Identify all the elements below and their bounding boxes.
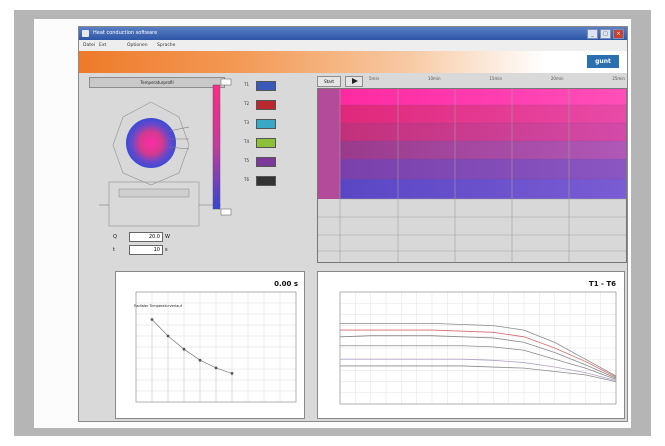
radial-point bbox=[198, 358, 202, 362]
series-line-t5 bbox=[340, 358, 617, 381]
play-button[interactable] bbox=[345, 76, 363, 87]
plot-right-frame bbox=[339, 291, 617, 405]
menu-ext[interactable]: Ext bbox=[99, 43, 107, 48]
time-readout: 0.00 s bbox=[274, 280, 298, 288]
plot-right-svg bbox=[339, 291, 617, 405]
window-title: Heat conduction software bbox=[93, 30, 158, 36]
close-icon[interactable]: × bbox=[613, 29, 624, 39]
chip-label-t5: T5 bbox=[244, 158, 249, 163]
heater-box bbox=[108, 181, 200, 227]
input2-unit: s bbox=[165, 247, 168, 253]
gunt-logo: gunt bbox=[587, 55, 619, 68]
menu-optionen[interactable]: Optionen bbox=[127, 43, 148, 48]
chip-label-t1: T1 bbox=[244, 82, 249, 87]
app-window: Heat conduction software _ □ × Datei Ext… bbox=[78, 26, 628, 422]
radial-point bbox=[150, 318, 154, 321]
temperature-heatmap bbox=[317, 88, 627, 263]
series-line-t6 bbox=[340, 365, 617, 382]
plot-left-legend: Radialer Temperaturverlauf bbox=[134, 304, 182, 308]
chip-swatch-t3[interactable] bbox=[256, 119, 276, 129]
disk-heatmap bbox=[126, 118, 176, 168]
heatmap-svg bbox=[318, 89, 626, 262]
input2-label: t bbox=[113, 247, 115, 253]
header-banner: gunt bbox=[79, 51, 627, 73]
input2-field[interactable]: 10 bbox=[129, 245, 163, 255]
temperature-history-plot: T1 - T6 bbox=[317, 271, 625, 419]
chip-swatch-t4[interactable] bbox=[256, 138, 276, 148]
chip-swatch-t2[interactable] bbox=[256, 100, 276, 110]
timeline-toolbar: Start 5min 10min 15min 20min 25min bbox=[317, 75, 625, 87]
input1-label: Q bbox=[113, 234, 117, 240]
play-icon bbox=[352, 78, 358, 84]
radial-point bbox=[230, 372, 234, 375]
title-bar: Heat conduction software _ □ × bbox=[79, 27, 627, 40]
radial-point bbox=[182, 347, 186, 351]
chip-label-t6: T6 bbox=[244, 177, 249, 182]
chip-label-t2: T2 bbox=[244, 101, 249, 106]
chip-swatch-t5[interactable] bbox=[256, 157, 276, 167]
menu-bar: Datei Ext Optionen Sprache bbox=[79, 40, 627, 51]
input1-field[interactable]: 20.0 bbox=[129, 232, 163, 242]
timeline-ticks: 5min 10min 15min 20min 25min bbox=[369, 76, 625, 81]
chip-swatch-t1[interactable] bbox=[256, 81, 276, 91]
menu-datei[interactable]: Datei bbox=[83, 43, 96, 48]
input1-unit: W bbox=[165, 234, 170, 240]
window-controls: _ □ × bbox=[587, 29, 624, 39]
menu-sprache[interactable]: Sprache bbox=[157, 43, 176, 48]
plot-right-grid bbox=[339, 291, 617, 405]
chip-label-t3: T3 bbox=[244, 120, 249, 125]
maximize-icon[interactable]: □ bbox=[600, 29, 611, 39]
chip-swatch-t6[interactable] bbox=[256, 176, 276, 186]
series-line-t2 bbox=[340, 329, 617, 378]
chip-label-t4: T4 bbox=[244, 139, 249, 144]
plot-left-svg bbox=[135, 291, 297, 403]
radial-point bbox=[166, 334, 170, 338]
start-button[interactable]: Start bbox=[317, 76, 341, 87]
radial-specimen-diagram bbox=[99, 101, 221, 227]
app-icon bbox=[82, 30, 89, 37]
series-line-t1 bbox=[340, 322, 617, 377]
color-scale-bar bbox=[212, 78, 232, 216]
radial-point bbox=[214, 366, 218, 370]
radial-profile-plot: 0.00 s Radialer Temperaturverlauf bbox=[115, 271, 305, 419]
sensor-chip-legend: T1 T2 T3 T4 T5 T6 bbox=[244, 75, 314, 250]
plot-right-title: T1 - T6 bbox=[588, 280, 616, 288]
minimize-icon[interactable]: _ bbox=[587, 29, 598, 39]
series-line-t4 bbox=[340, 345, 617, 380]
left-panel: Temperaturprofil bbox=[81, 75, 241, 255]
series-line-t3 bbox=[339, 335, 617, 379]
radial-series-line bbox=[151, 319, 233, 374]
